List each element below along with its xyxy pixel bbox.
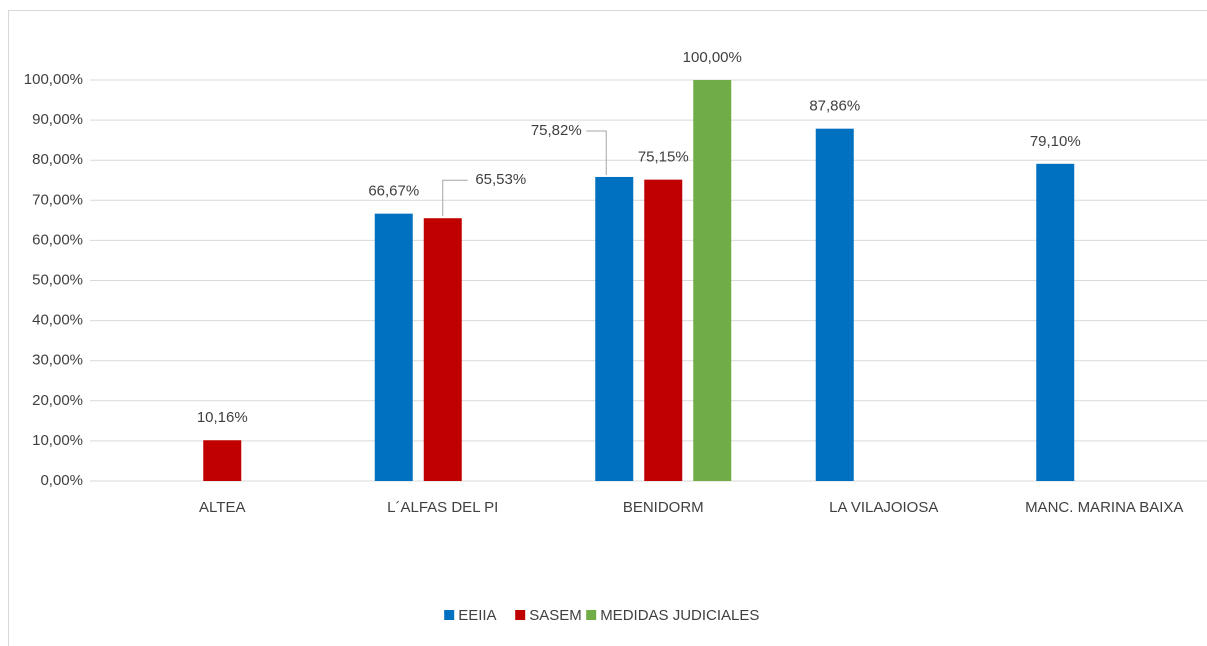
legend-label: MEDIDAS JUDICIALES — [600, 607, 759, 624]
legend-swatch — [515, 610, 526, 620]
data-label: 87,86% — [809, 98, 860, 115]
y-tick-label: 0,00% — [40, 472, 83, 489]
leader-line — [586, 130, 607, 175]
data-label: 79,10% — [1030, 133, 1081, 150]
y-tick-label: 100,00% — [24, 71, 83, 88]
leader-line — [442, 179, 468, 217]
data-label: 100,00% — [683, 49, 742, 66]
bar — [815, 128, 854, 481]
y-tick-label: 50,00% — [32, 271, 83, 288]
bar — [644, 179, 683, 481]
y-tick-label: 30,00% — [32, 352, 83, 369]
x-tick-label: MANC. MARINA BAIXA — [1025, 499, 1183, 516]
bar — [595, 176, 634, 482]
data-label: 10,16% — [197, 409, 248, 426]
y-tick-label: 70,00% — [32, 191, 83, 208]
y-tick-label: 60,00% — [32, 231, 83, 248]
data-label: 65,53% — [475, 171, 526, 188]
bar — [423, 218, 462, 481]
bar — [203, 440, 242, 481]
y-tick-label: 10,00% — [32, 432, 83, 449]
legend-label: SASEM — [529, 607, 582, 624]
y-tick-label: 40,00% — [32, 312, 83, 329]
bar — [693, 80, 732, 481]
y-tick-label: 80,00% — [32, 151, 83, 168]
legend-swatch — [444, 610, 455, 620]
x-tick-label: L´ALFAS DEL PI — [387, 499, 498, 516]
x-tick-label: ALTEA — [199, 499, 245, 516]
x-tick-label: BENIDORM — [623, 499, 704, 516]
y-tick-label: 90,00% — [32, 111, 83, 128]
data-label: 66,67% — [368, 183, 419, 200]
bar — [374, 213, 413, 481]
bar — [1036, 163, 1075, 481]
y-tick-label: 20,00% — [32, 392, 83, 409]
x-tick-label: LA VILAJOIOSA — [829, 499, 938, 516]
data-label: 75,15% — [638, 149, 689, 166]
data-label: 75,82% — [531, 122, 582, 139]
legend-label: EEIIA — [458, 607, 496, 624]
legend-swatch — [586, 610, 597, 620]
chart-border — [8, 10, 1207, 646]
